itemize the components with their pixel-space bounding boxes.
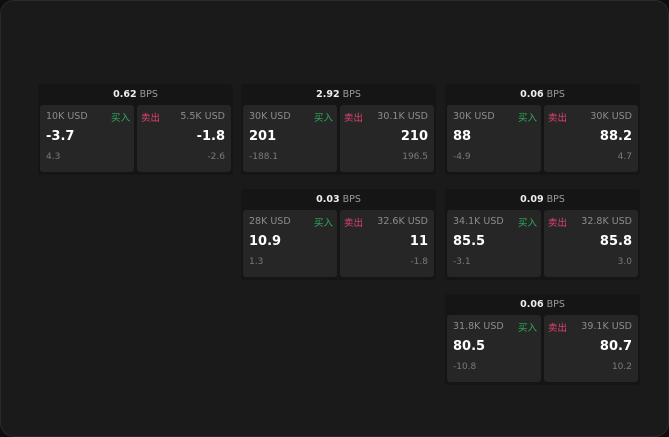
sell-label: 卖出 (344, 218, 364, 229)
spread-unit: BPS (546, 194, 565, 205)
spread-value: 0.62 (113, 89, 137, 100)
sell-size: 30.1K USD (377, 111, 428, 122)
sell-price: 85.8 (599, 234, 632, 249)
buy-cell[interactable]: 30K USD 买入 88 -4.9 (447, 105, 541, 172)
spread-value: 0.03 (316, 194, 340, 205)
buy-price: 88 (453, 129, 472, 144)
spread-header: 0.06 BPS (445, 84, 640, 105)
buy-size: 30K USD (453, 111, 495, 122)
sell-cell[interactable]: 30K USD 卖出 88.2 4.7 (544, 105, 638, 172)
buy-size: 31.8K USD (453, 321, 504, 332)
spread-unit: BPS (546, 89, 565, 100)
buy-price: 201 (249, 129, 277, 144)
buy-change: 1.3 (249, 257, 264, 267)
quote-card: 0.09 BPS 34.1K USD 买入 85.5 -3.1 32.8K US… (445, 189, 640, 280)
spread-header: 0.62 BPS (38, 84, 233, 105)
buy-price: 80.5 (453, 339, 486, 354)
spread-value: 0.06 (520, 299, 544, 310)
buy-label: 买入 (517, 323, 537, 334)
buy-cell[interactable]: 30K USD 买入 201 -188.1 (243, 105, 337, 172)
sell-label: 卖出 (141, 113, 161, 124)
spread-header: 0.09 BPS (445, 189, 640, 210)
sell-price: 80.7 (599, 339, 632, 354)
sell-price: -1.8 (196, 129, 225, 144)
quote-card: 0.06 BPS 30K USD 买入 88 -4.9 30K USD 卖出 8… (445, 84, 640, 175)
quote-card: 0.03 BPS 28K USD 买入 10.9 1.3 32.6K USD 卖… (241, 189, 436, 280)
spread-unit: BPS (546, 299, 565, 310)
sell-change: 3.0 (617, 257, 632, 267)
buy-change: -4.9 (453, 152, 471, 162)
buy-label: 买入 (517, 113, 537, 124)
sell-change: -1.8 (410, 257, 428, 267)
buy-label: 买入 (110, 113, 130, 124)
spread-unit: BPS (342, 89, 361, 100)
sell-price: 11 (409, 234, 428, 249)
spread-value: 0.06 (520, 89, 544, 100)
quote-card: 0.06 BPS 31.8K USD 买入 80.5 -10.8 39.1K U… (445, 294, 640, 385)
spread-unit: BPS (342, 194, 361, 205)
sell-cell[interactable]: 32.6K USD 卖出 11 -1.8 (340, 210, 434, 277)
spread-unit: BPS (139, 89, 158, 100)
sell-size: 30K USD (590, 111, 632, 122)
buy-label: 买入 (313, 218, 333, 229)
spread-header: 0.03 BPS (241, 189, 436, 210)
buy-cell[interactable]: 31.8K USD 买入 80.5 -10.8 (447, 315, 541, 382)
sell-change: 10.2 (611, 362, 632, 372)
buy-change: 4.3 (46, 152, 61, 162)
buy-label: 买入 (517, 218, 537, 229)
buy-cell[interactable]: 34.1K USD 买入 85.5 -3.1 (447, 210, 541, 277)
sell-price: 88.2 (599, 129, 632, 144)
buy-size: 34.1K USD (453, 216, 504, 227)
sell-cell[interactable]: 5.5K USD 卖出 -1.8 -2.6 (137, 105, 231, 172)
sell-label: 卖出 (548, 218, 568, 229)
sell-change: -2.6 (207, 152, 225, 162)
sell-label: 卖出 (344, 113, 364, 124)
buy-label: 买入 (313, 113, 333, 124)
buy-price: -3.7 (46, 129, 75, 144)
buy-cell[interactable]: 28K USD 买入 10.9 1.3 (243, 210, 337, 277)
buy-change: -3.1 (453, 257, 471, 267)
sell-cell[interactable]: 32.8K USD 卖出 85.8 3.0 (544, 210, 638, 277)
sell-label: 卖出 (548, 323, 568, 334)
sell-change: 196.5 (402, 152, 428, 162)
buy-size: 28K USD (249, 216, 291, 227)
buy-cell[interactable]: 10K USD 买入 -3.7 4.3 (40, 105, 134, 172)
sell-change: 4.7 (617, 152, 632, 162)
buy-change: -188.1 (249, 152, 279, 162)
sell-price: 210 (400, 129, 428, 144)
spread-value: 0.09 (520, 194, 544, 205)
sell-size: 32.6K USD (377, 216, 428, 227)
quote-card: 0.62 BPS 10K USD 买入 -3.7 4.3 5.5K USD 卖出… (38, 84, 233, 175)
buy-size: 10K USD (46, 111, 88, 122)
buy-price: 10.9 (249, 234, 282, 249)
sell-label: 卖出 (548, 113, 568, 124)
sell-cell[interactable]: 39.1K USD 卖出 80.7 10.2 (544, 315, 638, 382)
sell-size: 39.1K USD (581, 321, 632, 332)
spread-value: 2.92 (316, 89, 340, 100)
sell-size: 32.8K USD (581, 216, 632, 227)
buy-size: 30K USD (249, 111, 291, 122)
buy-change: -10.8 (453, 362, 477, 372)
sell-cell[interactable]: 30.1K USD 卖出 210 196.5 (340, 105, 434, 172)
spread-header: 2.92 BPS (241, 84, 436, 105)
buy-price: 85.5 (453, 234, 486, 249)
quote-card: 2.92 BPS 30K USD 买入 201 -188.1 30.1K USD… (241, 84, 436, 175)
sell-size: 5.5K USD (180, 111, 225, 122)
spread-header: 0.06 BPS (445, 294, 640, 315)
